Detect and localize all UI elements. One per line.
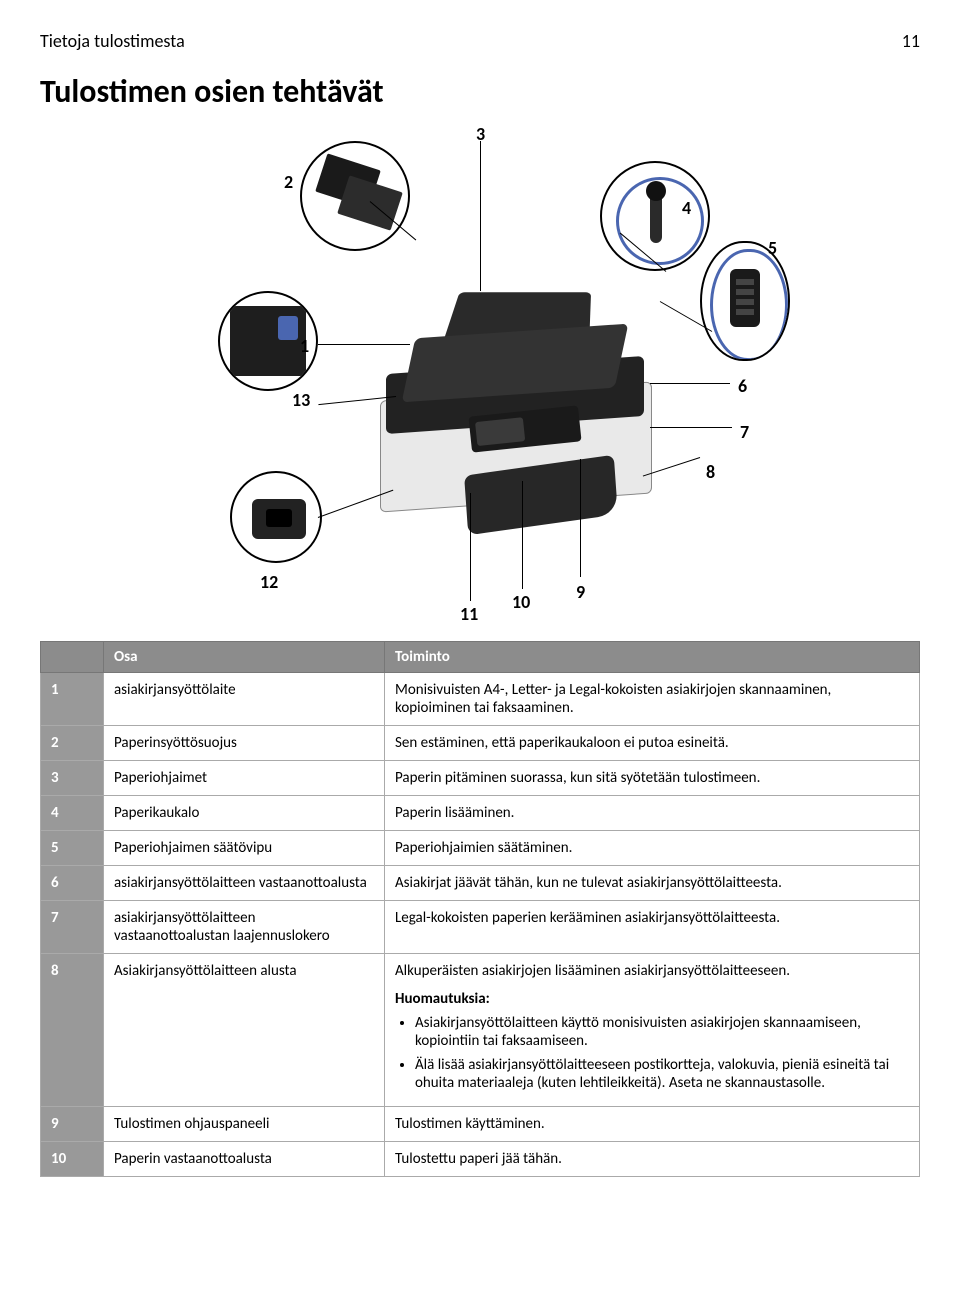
diagram-label-5: 5 [768, 237, 777, 259]
cell-function: Tulostettu paperi jää tähän. [385, 1142, 920, 1177]
cell-part: Tulostimen ohjauspaneeli [104, 1107, 385, 1142]
cell-part: Paperikaukalo [104, 796, 385, 831]
callout-2-detail [300, 141, 410, 251]
table-row: 5Paperiohjaimen säätövipuPaperiohjaimien… [41, 831, 920, 866]
table-row: 4PaperikaukaloPaperin lisääminen. [41, 796, 920, 831]
cell-part: Paperin vastaanottoalusta [104, 1142, 385, 1177]
diagram-label-9: 9 [576, 581, 585, 603]
diagram-label-12: 12 [260, 571, 278, 593]
notes-list: Asiakirjansyöttölaitteen käyttö monisivu… [395, 1014, 909, 1092]
callout-5-detail [700, 241, 790, 361]
table-row: 7asiakirjansyöttölaitteen vastaanottoalu… [41, 901, 920, 954]
cell-part: asiakirjansyöttölaite [104, 673, 385, 726]
notes-item: Asiakirjansyöttölaitteen käyttö monisivu… [415, 1014, 909, 1050]
table-row: 1asiakirjansyöttölaiteMonisivuisten A4-,… [41, 673, 920, 726]
cell-number: 4 [41, 796, 104, 831]
diagram-label-7: 7 [740, 421, 749, 443]
running-title: Tietoja tulostimesta [40, 30, 185, 52]
table-row: 8Asiakirjansyöttölaitteen alusta Alkuperä… [41, 954, 920, 1107]
cell-number: 2 [41, 726, 104, 761]
cell-part: asiakirjansyöttölaitteen vastaanottoalus… [104, 901, 385, 954]
cell-part: Paperiohjaimet [104, 761, 385, 796]
cell-part: Paperiohjaimen säätövipu [104, 831, 385, 866]
diagram-label-11: 11 [460, 603, 478, 625]
cell-number: 6 [41, 866, 104, 901]
diagram-label-4: 4 [682, 197, 691, 219]
diagram-label-1: 1 [300, 335, 309, 357]
cell-function: Tulostimen käyttäminen. [385, 1107, 920, 1142]
table-row: 2PaperinsyöttösuojusSen estäminen, että … [41, 726, 920, 761]
cell-function: Paperiohjaimien säätäminen. [385, 831, 920, 866]
printer-illustration [380, 331, 650, 501]
printer-parts-diagram: 1 2 3 4 5 6 7 8 9 10 11 12 13 [170, 131, 790, 611]
cell-function: Monisivuisten A4-, Letter- ja Legal-koko… [385, 673, 920, 726]
cell-part: Asiakirjansyöttölaitteen alusta [104, 954, 385, 1107]
table-row: 9Tulostimen ohjauspaneeliTulostimen käyt… [41, 1107, 920, 1142]
callout-4-detail [600, 161, 710, 271]
notes-heading: Huomautuksia: [395, 990, 909, 1008]
page-title: Tulostimen osien tehtävät [40, 72, 920, 111]
diagram-label-6: 6 [738, 375, 747, 397]
cell-part: Paperinsyöttösuojus [104, 726, 385, 761]
diagram-label-13: 13 [292, 389, 310, 411]
cell-number: 3 [41, 761, 104, 796]
diagram-label-8: 8 [706, 461, 715, 483]
parts-table: Osa Toiminto 1asiakirjansyöttölaiteMonis… [40, 641, 920, 1177]
cell-function: Legal-kokoisten paperien kerääminen asia… [385, 901, 920, 954]
table-row: 3PaperiohjaimetPaperin pitäminen suorass… [41, 761, 920, 796]
cell-function: Sen estäminen, että paperikaukaloon ei p… [385, 726, 920, 761]
cell-function: Paperin pitäminen suorassa, kun sitä syö… [385, 761, 920, 796]
cell-function: Asiakirjat jäävät tähän, kun ne tulevat … [385, 866, 920, 901]
diagram-label-2: 2 [284, 171, 293, 193]
cell-number: 5 [41, 831, 104, 866]
diagram-label-3: 3 [476, 123, 485, 145]
callout-12-detail [230, 471, 322, 563]
col-header-blank [41, 642, 104, 673]
col-header-part: Osa [104, 642, 385, 673]
cell-function: Paperin lisääminen. [385, 796, 920, 831]
cell-number: 1 [41, 673, 104, 726]
col-header-function: Toiminto [385, 642, 920, 673]
cell-part: asiakirjansyöttölaitteen vastaanottoalus… [104, 866, 385, 901]
cell-number: 10 [41, 1142, 104, 1177]
cell-function: Alkuperäisten asiakirjojen lisääminen as… [385, 954, 920, 1107]
cell-number: 8 [41, 954, 104, 1107]
diagram-label-10: 10 [512, 591, 530, 613]
page-number: 11 [902, 30, 920, 52]
cell-function-lead: Alkuperäisten asiakirjojen lisääminen as… [395, 962, 909, 980]
cell-number: 7 [41, 901, 104, 954]
notes-item: Älä lisää asiakirjansyöttölaitteeseen po… [415, 1056, 909, 1092]
table-row: 6asiakirjansyöttölaitteen vastaanottoalu… [41, 866, 920, 901]
table-row: 10Paperin vastaanottoalustaTulostettu pa… [41, 1142, 920, 1177]
cell-number: 9 [41, 1107, 104, 1142]
